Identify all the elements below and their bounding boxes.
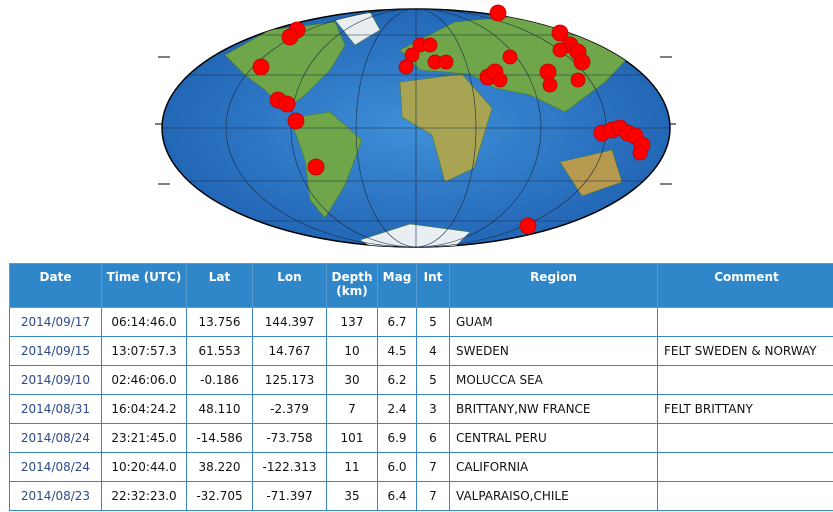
lat-cell: -14.586 <box>186 423 253 453</box>
column-header: Lat <box>186 263 253 308</box>
depth-cell: 35 <box>326 481 378 511</box>
column-header: Time (UTC) <box>101 263 187 308</box>
time-cell: 22:32:23.0 <box>101 481 187 511</box>
column-header: Region <box>449 263 658 308</box>
comment-cell <box>657 365 833 395</box>
lat-cell: 38.220 <box>186 452 253 482</box>
column-header: Depth (km) <box>326 263 378 308</box>
time-cell: 02:46:06.0 <box>101 365 187 395</box>
int-cell: 4 <box>416 336 450 366</box>
lon-cell: 125.173 <box>252 365 327 395</box>
int-cell: 5 <box>416 365 450 395</box>
date-cell: 2014/08/24 <box>9 423 102 453</box>
depth-cell: 7 <box>326 394 378 424</box>
region-cell: MOLUCCA SEA <box>449 365 658 395</box>
lon-cell: -122.313 <box>252 452 327 482</box>
region-cell: GUAM <box>449 307 658 337</box>
land <box>224 11 646 247</box>
table-container: Date Time (UTC) Lat Lon Depth (km) Mag Int Regi… <box>9 263 833 512</box>
comment-cell <box>657 481 833 511</box>
quake-table: Date Time (UTC) Lat Lon Depth (km) Mag Int Regi… <box>9 263 833 511</box>
column-header: Comment <box>657 263 833 308</box>
table-row: 2014/09/15 13:07:57.3 61.553 14.767 10 4.5 4 SW… <box>9 336 833 366</box>
time-cell: 10:20:44.0 <box>101 452 187 482</box>
date-cell: 2014/09/10 <box>9 365 102 395</box>
comment-cell <box>657 423 833 453</box>
table-body: 2014/09/17 06:14:46.0 13.756 144.397 137 6.7 5… <box>9 307 833 511</box>
time-cell: 13:07:57.3 <box>101 336 187 366</box>
date-cell: 2014/09/15 <box>9 336 102 366</box>
date-cell: 2014/08/24 <box>9 452 102 482</box>
mag-cell: 6.9 <box>377 423 417 453</box>
comment-cell <box>657 307 833 337</box>
column-header: Mag <box>377 263 417 308</box>
lat-cell: -32.705 <box>186 481 253 511</box>
int-cell: 7 <box>416 481 450 511</box>
mag-cell: 6.0 <box>377 452 417 482</box>
comment-cell <box>657 452 833 482</box>
time-cell: 23:21:45.0 <box>101 423 187 453</box>
mag-cell: 6.2 <box>377 365 417 395</box>
int-cell: 3 <box>416 394 450 424</box>
region-cell: VALPARAISO,CHILE <box>449 481 658 511</box>
int-cell: 5 <box>416 307 450 337</box>
world-map <box>155 4 676 248</box>
depth-cell: 11 <box>326 452 378 482</box>
time-cell: 16:04:24.2 <box>101 394 187 424</box>
lat-cell: 48.110 <box>186 394 253 424</box>
comment-cell: FELT SWEDEN & NORWAY <box>657 336 833 366</box>
table-row: 2014/09/10 02:46:06.0 -0.186 125.173 30 6.2 5 M… <box>9 365 833 395</box>
lat-cell: 13.756 <box>186 307 253 337</box>
depth-cell: 101 <box>326 423 378 453</box>
table-row: 2014/08/24 23:21:45.0 -14.586 -73.758 101 6.9… <box>9 423 833 453</box>
table-row: 2014/08/23 22:32:23.0 -32.705 -71.397 35 6.4 7… <box>9 481 833 511</box>
date-cell: 2014/08/23 <box>9 481 102 511</box>
date-cell: 2014/09/17 <box>9 307 102 337</box>
lon-cell: 144.397 <box>252 307 327 337</box>
column-header: Date <box>9 263 102 308</box>
table-row: 2014/08/31 16:04:24.2 48.110 -2.379 7 2.4 3 BRI… <box>9 394 833 424</box>
region-cell: CALIFORNIA <box>449 452 658 482</box>
date-cell: 2014/08/31 <box>9 394 102 424</box>
region-cell: SWEDEN <box>449 336 658 366</box>
quake-markers <box>252 4 651 235</box>
header-row: Date Time (UTC) Lat Lon Depth (km) Mag Int Regi… <box>9 263 833 308</box>
table-row: 2014/09/17 06:14:46.0 13.756 144.397 137 6.7 5… <box>9 307 833 337</box>
depth-cell: 137 <box>326 307 378 337</box>
table-row: 2014/08/24 10:20:44.0 38.220 -122.313 11 6.0 7… <box>9 452 833 482</box>
int-cell: 6 <box>416 423 450 453</box>
lat-cell: -0.186 <box>186 365 253 395</box>
comment-cell: FELT BRITTANY <box>657 394 833 424</box>
column-header: Lon <box>252 263 327 308</box>
time-cell: 06:14:46.0 <box>101 307 187 337</box>
mag-cell: 2.4 <box>377 394 417 424</box>
lon-cell: -73.758 <box>252 423 327 453</box>
region-cell: BRITTANY,NW FRANCE <box>449 394 658 424</box>
mag-cell: 4.5 <box>377 336 417 366</box>
lon-cell: 14.767 <box>252 336 327 366</box>
depth-cell: 10 <box>326 336 378 366</box>
region-cell: CENTRAL PERU <box>449 423 658 453</box>
mag-cell: 6.4 <box>377 481 417 511</box>
lat-cell: 61.553 <box>186 336 253 366</box>
mag-cell: 6.7 <box>377 307 417 337</box>
lon-cell: -2.379 <box>252 394 327 424</box>
depth-cell: 30 <box>326 365 378 395</box>
column-header: Int <box>416 263 450 308</box>
lon-cell: -71.397 <box>252 481 327 511</box>
int-cell: 7 <box>416 452 450 482</box>
